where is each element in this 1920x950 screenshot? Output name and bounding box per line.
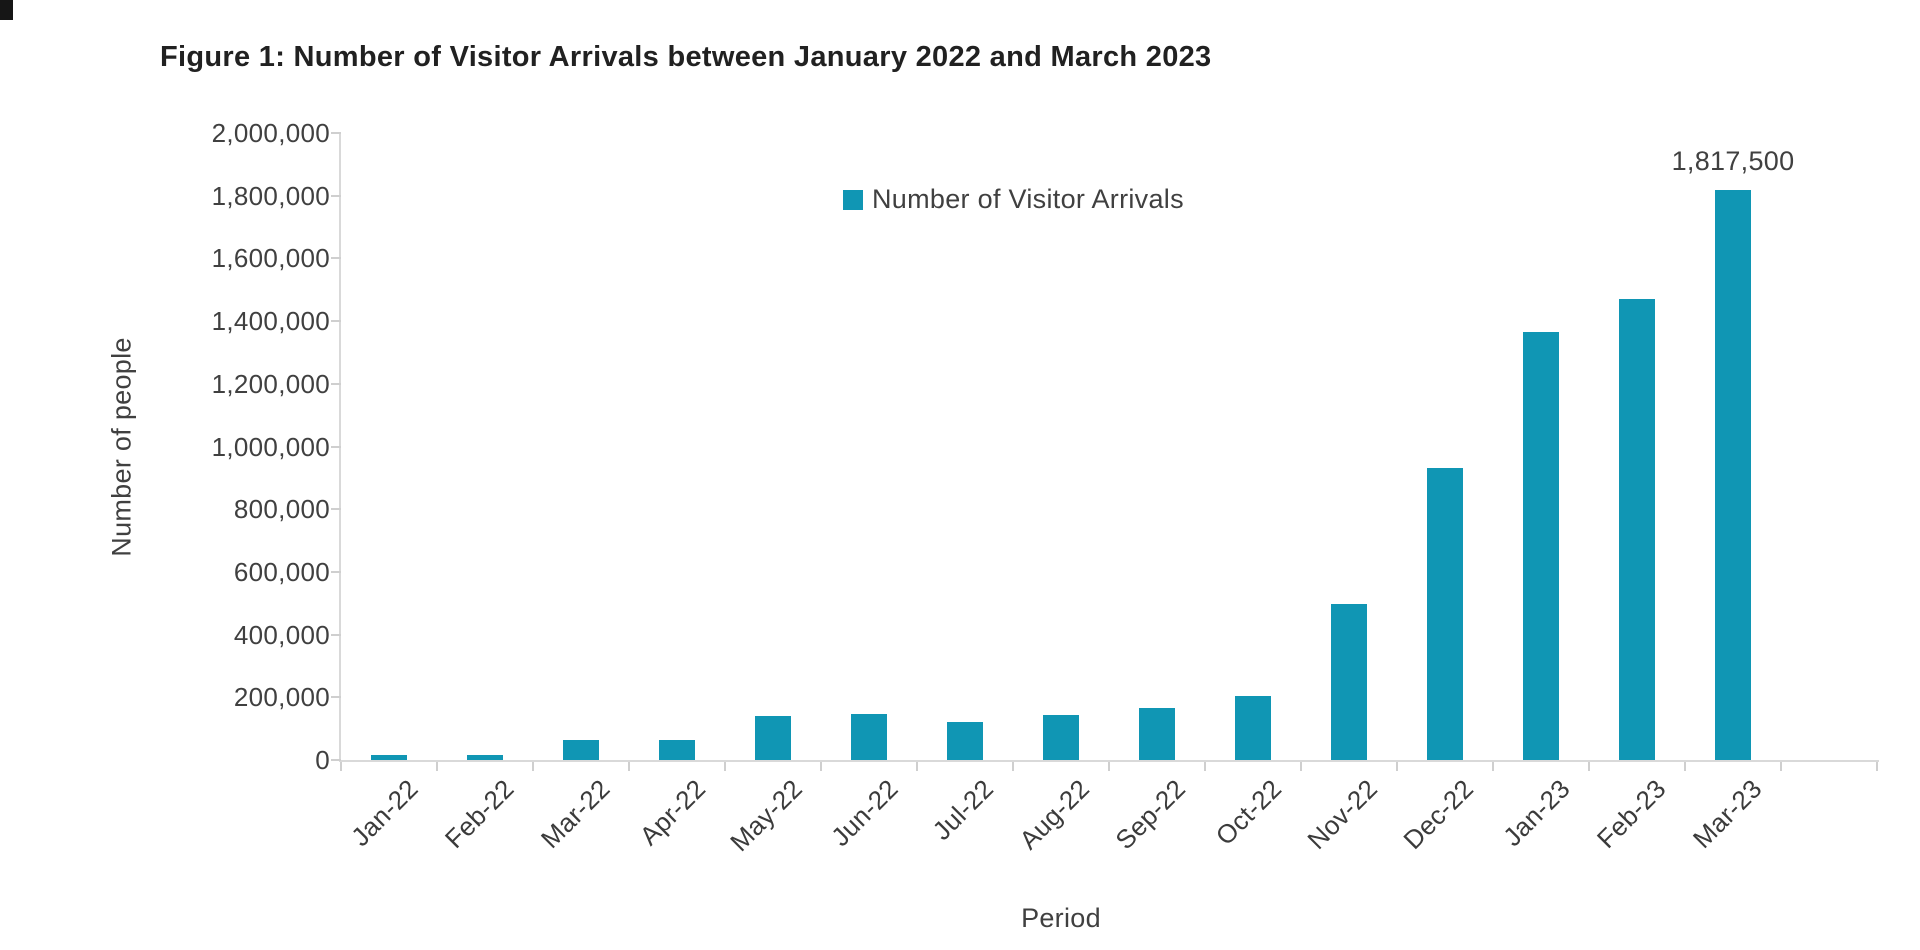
bar-mar-23 [1715,190,1751,760]
y-tick-label: 1,600,000 [211,243,330,274]
x-axis-tick [1396,762,1398,771]
x-tick-label-nov-22: Nov-22 [1301,773,1384,856]
x-axis-tick [532,762,534,771]
x-axis-line [339,760,1879,762]
bar-jul-22 [947,722,983,760]
x-tick-label-jan-22: Jan-22 [344,773,424,853]
x-tick-label-apr-22: Apr-22 [633,773,712,851]
x-tick-label-mar-23: Mar-23 [1686,773,1768,855]
y-axis-tick [331,633,341,636]
x-tick-label-sep-22: Sep-22 [1109,773,1192,856]
legend-label: Number of Visitor Arrivals [872,184,1184,214]
y-axis-tick [331,508,341,511]
x-axis-tick [820,762,822,771]
x-axis-tick [916,762,918,771]
x-axis-tick [1780,762,1782,771]
legend: Number of Visitor Arrivals [843,184,1184,215]
x-axis-tick [628,762,630,771]
x-axis-tick [1684,762,1686,771]
bar-apr-22 [659,739,695,760]
x-tick-label-may-22: May-22 [723,773,808,858]
x-axis-tick [724,762,726,771]
y-tick-label: 600,000 [233,556,330,587]
bar-feb-22 [467,755,503,760]
x-axis-tick [1012,762,1014,771]
y-axis-tick [331,382,341,385]
x-tick-label-jul-22: Jul-22 [926,773,1000,846]
bar-jun-22 [851,713,887,760]
x-axis-tick [1108,762,1110,771]
bar-may-22 [755,716,791,760]
chart-title: Figure 1: Number of Visitor Arrivals bet… [160,41,1212,73]
bar-oct-22 [1235,695,1271,760]
bar-feb-23 [1619,299,1655,760]
bar-jan-23 [1523,332,1559,760]
x-axis-title: Period [1021,903,1101,933]
x-axis-tick [1588,762,1590,771]
x-tick-label-oct-22: Oct-22 [1209,773,1288,851]
x-axis-tick [1876,762,1878,771]
y-axis-tick [331,570,341,573]
y-tick-label: 1,200,000 [211,368,330,399]
max-bar-data-label: 1,817,500 [1671,146,1795,176]
legend-swatch-icon [843,189,863,210]
y-tick-label: 1,800,000 [211,180,330,211]
bar-mar-22 [563,739,599,760]
y-axis-tick [331,445,341,448]
page-edge-artifact-left [0,0,13,20]
y-axis-tick [331,132,341,134]
bar-aug-22 [1043,715,1079,760]
x-tick-label-feb-22: Feb-22 [438,773,520,855]
x-axis-tick [1492,762,1494,771]
bar-sep-22 [1139,707,1175,760]
y-tick-label: 1,400,000 [211,306,330,337]
y-axis-tick [331,194,341,197]
y-axis-tick [331,759,341,761]
x-axis-tick [436,762,438,771]
y-tick-label: 400,000 [233,619,330,650]
y-tick-label: 800,000 [233,494,330,525]
y-tick-label: 200,000 [233,682,330,713]
y-axis-tick [331,696,341,699]
y-tick-label: 0 [315,745,330,775]
x-tick-label-mar-22: Mar-22 [534,773,616,855]
x-axis-tick [340,762,342,771]
x-tick-label-dec-22: Dec-22 [1397,773,1480,856]
x-axis-tick [1300,762,1302,771]
x-tick-label-aug-22: Aug-22 [1013,773,1096,856]
bar-nov-22 [1331,604,1367,760]
x-axis-tick [1204,762,1206,771]
y-tick-label: 1,000,000 [211,431,330,462]
x-tick-label-jan-23: Jan-23 [1496,773,1576,853]
bar-jan-22 [371,754,407,760]
bar-dec-22 [1427,468,1463,760]
y-axis-tick [331,257,341,260]
y-axis-tick [331,320,341,323]
x-tick-label-jun-22: Jun-22 [824,773,904,853]
y-axis-line [339,133,341,762]
x-tick-label-feb-23: Feb-23 [1590,773,1672,855]
y-tick-label: 2,000,000 [211,118,330,148]
